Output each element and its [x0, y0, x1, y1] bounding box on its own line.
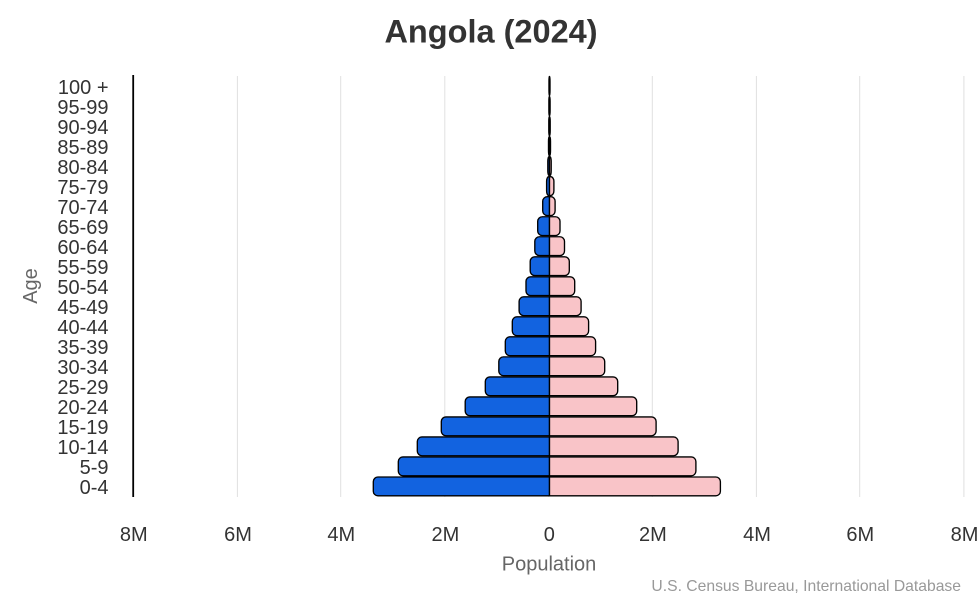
svg-text:Age: Age — [20, 268, 42, 304]
svg-text:70-74: 70-74 — [57, 197, 108, 219]
svg-text:100 +: 100 + — [58, 77, 109, 99]
svg-text:Angola (2024): Angola (2024) — [384, 13, 597, 49]
svg-text:50-54: 50-54 — [57, 277, 108, 299]
svg-text:80-84: 80-84 — [57, 157, 108, 179]
svg-text:Population: Population — [502, 553, 597, 575]
svg-text:0: 0 — [544, 524, 555, 546]
svg-text:5-9: 5-9 — [80, 457, 109, 479]
svg-text:8M: 8M — [951, 524, 979, 546]
svg-text:0-4: 0-4 — [80, 477, 109, 499]
svg-text:25-29: 25-29 — [57, 377, 108, 399]
svg-text:U.S. Census Bureau, Internatio: U.S. Census Bureau, International Databa… — [651, 578, 961, 595]
svg-text:2M: 2M — [639, 524, 667, 546]
svg-text:15-19: 15-19 — [57, 417, 108, 439]
svg-text:65-69: 65-69 — [57, 217, 108, 239]
svg-text:85-89: 85-89 — [57, 137, 108, 159]
svg-text:6M: 6M — [846, 524, 874, 546]
svg-text:8M: 8M — [120, 524, 148, 546]
svg-text:4M: 4M — [743, 524, 771, 546]
svg-text:20-24: 20-24 — [57, 397, 108, 419]
svg-text:35-39: 35-39 — [57, 337, 108, 359]
svg-text:2M: 2M — [432, 524, 460, 546]
svg-text:6M: 6M — [224, 524, 252, 546]
svg-text:95-99: 95-99 — [57, 97, 108, 119]
svg-text:4M: 4M — [327, 524, 355, 546]
svg-text:90-94: 90-94 — [57, 117, 108, 139]
svg-text:75-79: 75-79 — [57, 177, 108, 199]
svg-text:55-59: 55-59 — [57, 257, 108, 279]
svg-text:40-44: 40-44 — [57, 317, 108, 339]
svg-text:60-64: 60-64 — [57, 237, 108, 259]
svg-text:45-49: 45-49 — [57, 297, 108, 319]
svg-text:30-34: 30-34 — [57, 357, 108, 379]
svg-text:10-14: 10-14 — [57, 437, 108, 459]
